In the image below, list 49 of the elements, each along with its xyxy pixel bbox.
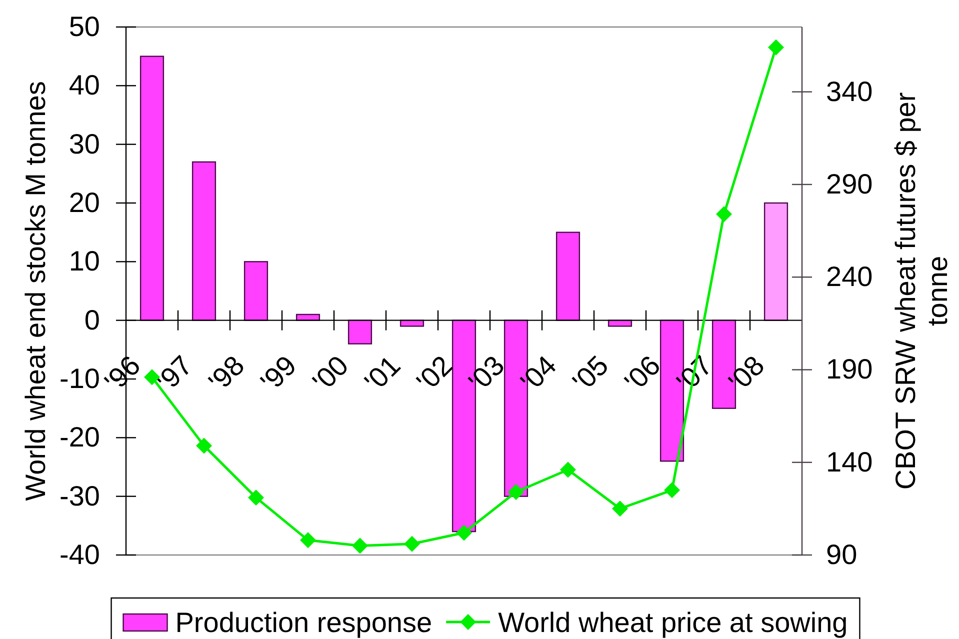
point	[352, 538, 368, 554]
point	[716, 206, 732, 222]
point	[404, 536, 420, 552]
bar	[764, 202, 788, 321]
point	[300, 532, 316, 548]
point	[612, 500, 628, 517]
legend-label: World wheat price at sowing	[498, 606, 848, 638]
y2-tick-label: 290	[826, 168, 873, 200]
y2-tick-label: 140	[826, 446, 873, 478]
x-tick-label: '01	[358, 350, 406, 398]
y-tick-label: 30	[68, 128, 100, 160]
point	[248, 490, 264, 506]
y-tick-label: 20	[68, 186, 100, 218]
bar	[556, 232, 580, 321]
point	[508, 484, 524, 500]
y-tick-label: -30	[60, 480, 100, 512]
x-tick-label: '97	[150, 350, 198, 398]
y2-axis-title: CBOT SRW wheat futures $ per tonne	[890, 92, 953, 490]
y-tick-label: 40	[68, 70, 100, 101]
y-tick-label: 10	[68, 246, 100, 277]
bar	[244, 261, 268, 321]
x-tick-label: '06	[618, 350, 666, 398]
x-tick-label: '00	[306, 350, 354, 398]
x-tick-label: '04	[514, 350, 562, 398]
y-tick-label: 0	[84, 304, 100, 336]
y-tick-label: -10	[60, 362, 100, 394]
point	[456, 524, 472, 541]
point	[768, 39, 784, 56]
y-tick-label: 50	[68, 10, 100, 42]
bar	[192, 161, 216, 321]
legend-label: Production response	[175, 606, 432, 638]
y2-tick-label: 190	[826, 354, 873, 385]
y-tick-label: -40	[60, 538, 100, 570]
y2-tick-label: 240	[826, 261, 873, 292]
x-tick-label: '02	[410, 350, 458, 398]
x-tick-label: '08	[722, 350, 770, 398]
y-tick-label: -20	[60, 422, 100, 453]
bar	[140, 56, 164, 321]
point	[664, 482, 680, 498]
bar	[348, 320, 372, 344]
x-tick-label: '03	[462, 350, 510, 398]
y2-tick-label: 90	[826, 538, 858, 570]
x-tick-label: '05	[566, 350, 614, 398]
point	[196, 438, 212, 454]
x-tick-label: '98	[202, 350, 250, 398]
y-axis-title: World wheat end stocks M tonnes	[20, 81, 51, 501]
y2-tick-label: 340	[826, 76, 873, 107]
x-tick-label: '99	[254, 350, 302, 398]
point	[560, 462, 576, 478]
